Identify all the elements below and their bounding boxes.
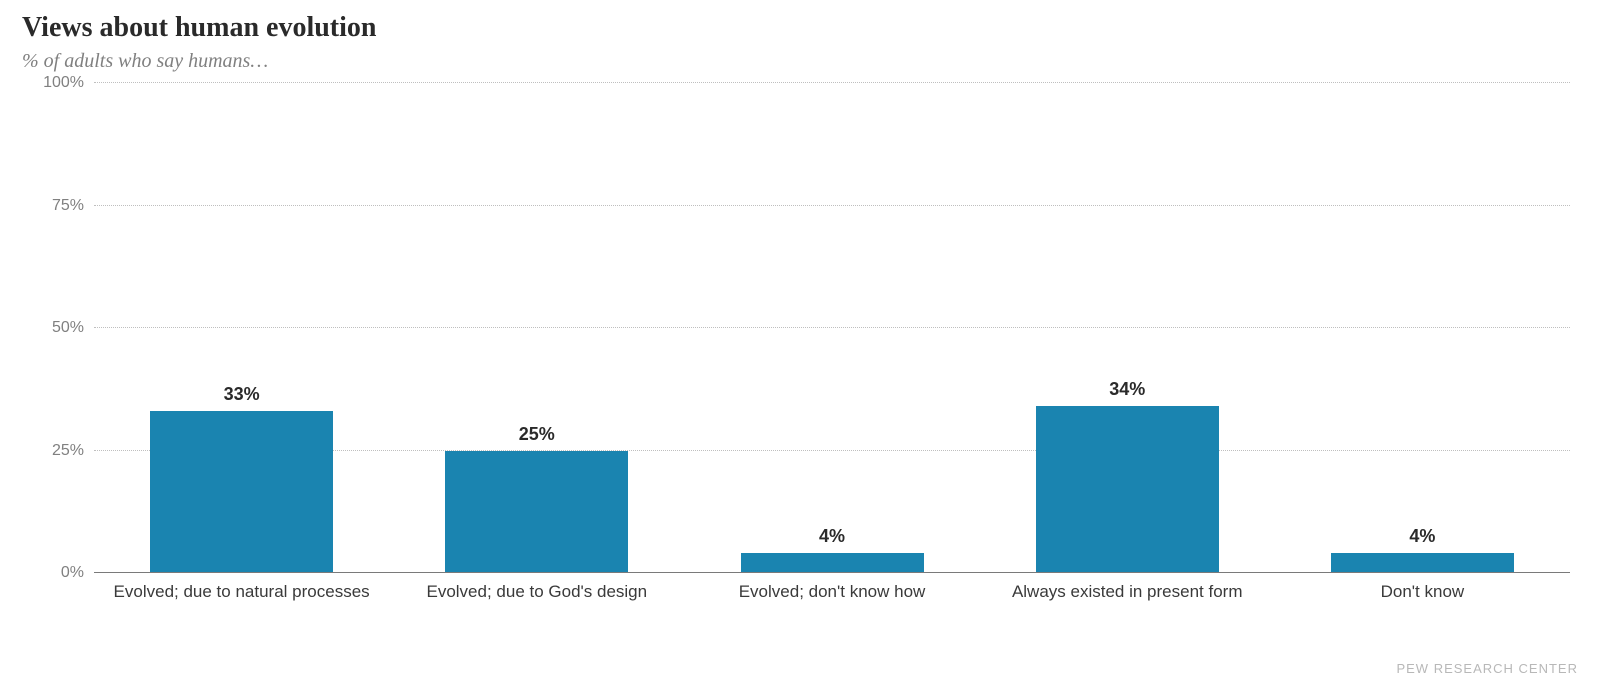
bars-group: 33% 25% 4% 34% 4% bbox=[94, 83, 1570, 573]
chart-title: Views about human evolution bbox=[22, 12, 1578, 44]
x-axis-category-label: Evolved; due to natural processes bbox=[94, 573, 389, 602]
x-axis-category-label: Always existed in present form bbox=[980, 573, 1275, 602]
y-axis-label: 25% bbox=[52, 442, 94, 460]
x-axis-category-label: Don't know bbox=[1275, 573, 1570, 602]
x-axis-category-label: Evolved; don't know how bbox=[684, 573, 979, 602]
x-axis-labels: Evolved; due to natural processesEvolved… bbox=[94, 573, 1570, 602]
bar-value-label: 33% bbox=[224, 384, 260, 411]
bar: 25% bbox=[445, 451, 628, 574]
x-axis-category-label: Evolved; due to God's design bbox=[389, 573, 684, 602]
bar-slot: 33% bbox=[94, 83, 389, 573]
bar-slot: 34% bbox=[980, 83, 1275, 573]
source-attribution: PEW RESEARCH CENTER bbox=[1396, 661, 1578, 676]
y-axis-label: 50% bbox=[52, 319, 94, 337]
chart-subtitle: % of adults who say humans… bbox=[22, 50, 1578, 73]
bar-slot: 4% bbox=[684, 83, 979, 573]
bar: 4% bbox=[741, 553, 924, 573]
bar-value-label: 4% bbox=[819, 526, 845, 553]
y-axis-label: 75% bbox=[52, 197, 94, 215]
bar: 34% bbox=[1036, 406, 1219, 573]
chart-container: Views about human evolution % of adults … bbox=[0, 0, 1600, 690]
bar: 33% bbox=[150, 411, 333, 573]
bar-slot: 4% bbox=[1275, 83, 1570, 573]
bar: 4% bbox=[1331, 553, 1514, 573]
plot-wrap: 0%25%50%75%100% 33%25%4%34%4% bbox=[94, 83, 1570, 573]
plot-area: 0%25%50%75%100% 33%25%4%34%4% bbox=[94, 83, 1570, 573]
bar-value-label: 4% bbox=[1409, 526, 1435, 553]
y-axis-label: 0% bbox=[61, 564, 94, 582]
baseline bbox=[94, 572, 1570, 573]
bar-slot: 25% bbox=[389, 83, 684, 573]
bar-value-label: 34% bbox=[1109, 379, 1145, 406]
bar-value-label: 25% bbox=[519, 424, 555, 451]
y-axis-label: 100% bbox=[43, 74, 94, 92]
